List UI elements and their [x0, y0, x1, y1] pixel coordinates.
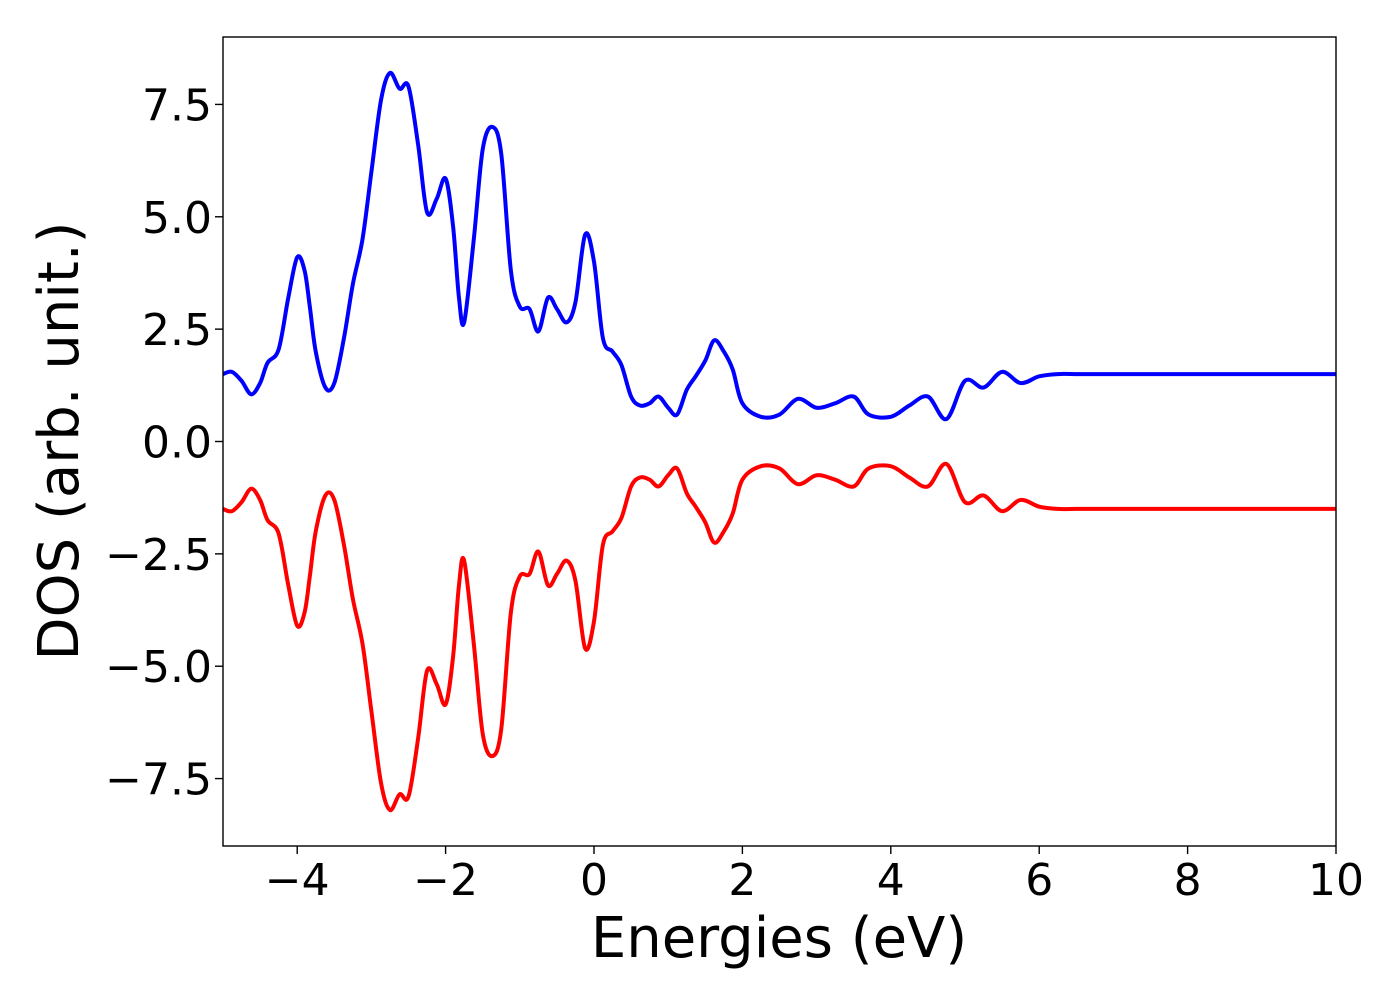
x-tick-label: 6	[1025, 855, 1053, 906]
y-tick-label: −5.0	[105, 642, 212, 693]
y-tick-label: 2.5	[142, 305, 212, 356]
dos-series-line-2	[223, 461, 1336, 813]
x-tick-label: 8	[1174, 855, 1202, 906]
y-tick-label: −7.5	[105, 755, 212, 806]
plot-frame	[222, 36, 1337, 847]
y-tick-label: 5.0	[142, 193, 212, 244]
y-tick-label: 0.0	[142, 418, 212, 469]
y-tick-label: −2.5	[105, 530, 212, 581]
x-tick-label: −4	[265, 855, 330, 906]
dos-series-line-1	[223, 70, 1336, 422]
x-tick-label: 10	[1308, 855, 1364, 906]
x-tick-label: 2	[728, 855, 756, 906]
x-axis-title: Energies (eV)	[591, 906, 967, 971]
plot-area	[223, 70, 1336, 813]
y-tick-label: 7.5	[142, 80, 212, 131]
axes: −4 −2 0 2 4 6 8 10 −7.5 −5.0 −2.5 0.0 2.5 5.0 7.5	[105, 36, 1364, 906]
x-tick-label: −2	[413, 855, 478, 906]
y-axis-title: DOS (arb. unit.)	[27, 221, 92, 660]
x-tick-label: 0	[580, 855, 608, 906]
x-tick-label: 4	[877, 855, 905, 906]
